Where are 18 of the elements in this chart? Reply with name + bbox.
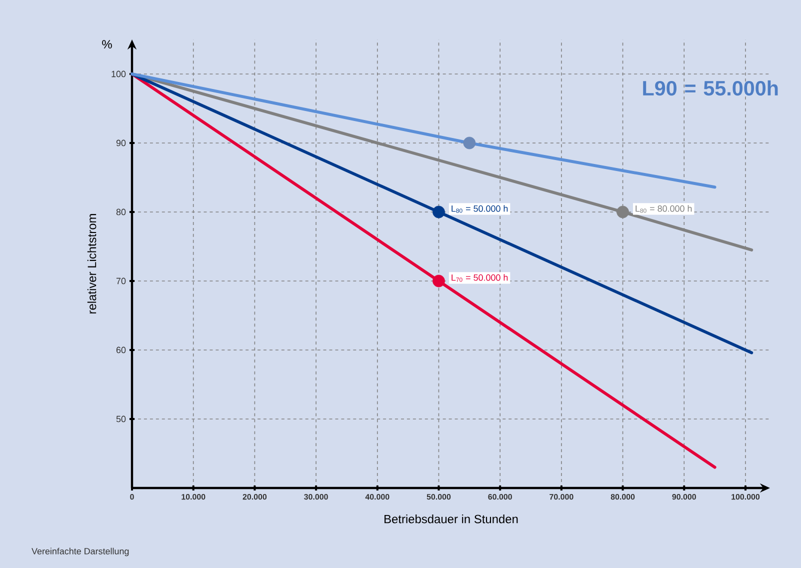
y-tick-label: 80: [116, 208, 126, 216]
annotation: L$_{70}$ = 50.000 h: [452, 274, 508, 282]
text: Vereinfachte Darstellung: [32, 548, 129, 556]
y-tick-label: 90: [116, 140, 126, 146]
point: [616, 206, 629, 218]
y-tick-label: 60: [116, 346, 126, 354]
y-axis-title: relativer Lichtstrom: [87, 214, 96, 314]
y-tick-label: 50: [116, 416, 126, 422]
x-axis-title: Betriebsdauer in Stunden: [384, 514, 518, 524]
text: %: [102, 40, 112, 48]
annotation: L$_{80}$ = 80.000 h: [636, 205, 692, 213]
y-tick-label: 100: [112, 70, 126, 78]
point: [463, 136, 476, 150]
point: [432, 274, 445, 288]
annotation: L$_{80}$ = 50.000 h: [452, 205, 508, 213]
annotation: L90 = 55.000h: [643, 80, 778, 96]
point: [432, 206, 445, 218]
y-tick-label: 70: [116, 278, 126, 284]
